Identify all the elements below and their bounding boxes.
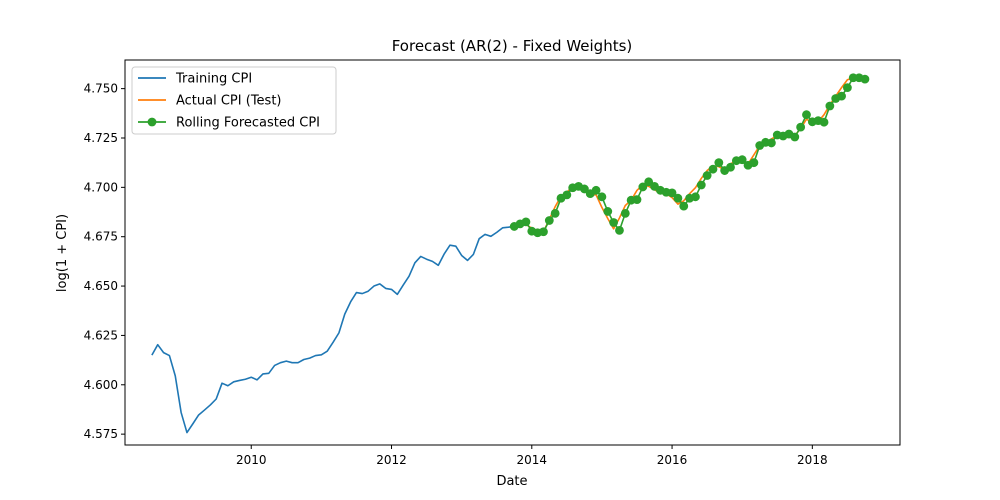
legend-box <box>131 66 337 135</box>
chart-title: Forecast (AR(2) - Fixed Weights) <box>392 37 633 55</box>
rolling-forecasted-cpi-marker <box>696 180 706 190</box>
x-tick-label: 2012 <box>376 453 407 467</box>
rolling-forecasted-cpi-marker <box>708 164 718 174</box>
rolling-forecasted-cpi-marker <box>620 209 630 218</box>
rolling-forecasted-cpi-marker <box>638 182 648 192</box>
x-tick-label: 2016 <box>657 453 688 467</box>
rolling-forecasted-cpi-marker <box>726 162 735 172</box>
plot-frame <box>124 59 901 446</box>
y-tick-label: 4.700 <box>84 180 118 194</box>
rolling-forecasted-cpi-marker <box>603 207 613 216</box>
rolling-forecasted-cpi-marker <box>609 218 619 227</box>
y-tick-label: 4.625 <box>84 328 118 342</box>
y-tick-label: 4.750 <box>84 82 118 96</box>
rolling-forecasted-cpi-marker <box>632 195 642 204</box>
y-tick-label: 4.600 <box>84 378 118 392</box>
rolling-forecasted-cpi-legend-label: Rolling Forecasted CPI <box>176 116 320 131</box>
rolling-forecasted-cpi-marker <box>667 188 677 198</box>
rolling-forecasted-cpi-marker <box>737 155 747 165</box>
training-cpi-legend-label: Training CPI <box>175 72 252 87</box>
plot-area <box>151 73 870 434</box>
rolling-forecasted-cpi-marker <box>702 171 712 180</box>
x-tick-label: 2010 <box>236 453 267 467</box>
rolling-forecasted-cpi-marker <box>860 74 870 84</box>
rolling-forecasted-cpi-marker <box>767 138 776 148</box>
rolling-forecasted-cpi-marker <box>562 190 572 200</box>
rolling-forecasted-cpi-legend-marker <box>147 117 157 127</box>
y-axis: 4.575 4.600 4.625 4.650 4.675 4.700 4.725 4.750 <box>84 82 125 441</box>
training-cpi-line <box>151 225 515 434</box>
x-axis: 2010 2012 2014 2016 2018 <box>236 445 828 467</box>
rolling-forecasted-cpi-marker <box>819 117 829 127</box>
y-tick-label: 4.725 <box>84 131 118 145</box>
rolling-forecasted-cpi-marker <box>825 101 835 111</box>
rolling-forecasted-cpi-marker <box>615 225 624 235</box>
rolling-forecasted-cpi-marker <box>691 192 700 202</box>
actual-cpi-test-legend-label: Actual CPI (Test) <box>176 94 282 109</box>
rolling-forecasted-cpi-marker <box>837 91 846 101</box>
y-tick-label: 4.575 <box>84 427 118 441</box>
rolling-forecasted-cpi-marker <box>714 158 724 168</box>
y-tick-label: 4.675 <box>84 230 118 244</box>
rolling-forecasted-cpi-marker <box>673 193 683 203</box>
legend: Training CPI Actual CPI (Test) Rolling For… <box>131 66 337 135</box>
rolling-forecasted-cpi-marker <box>521 217 531 227</box>
rolling-forecasted-cpi-marker <box>597 192 607 202</box>
rolling-forecasted-cpi-marker <box>790 132 800 142</box>
rolling-forecasted-cpi-marker <box>802 110 811 120</box>
x-tick-label: 2018 <box>797 453 828 467</box>
rolling-forecasted-cpi-marker <box>579 184 589 194</box>
x-tick-label: 2014 <box>517 453 548 467</box>
rolling-forecasted-cpi-marker <box>539 227 548 237</box>
y-tick-label: 4.650 <box>84 279 118 293</box>
rolling-forecasted-cpi-marker <box>544 216 554 225</box>
rolling-forecasted-cpi-marker <box>679 201 689 211</box>
y-axis-label: log(1 + CPI) <box>55 214 70 292</box>
rolling-forecasted-cpi-marker <box>796 122 806 132</box>
rolling-forecasted-cpi-marker <box>749 158 759 168</box>
x-axis-label: Date <box>496 474 527 489</box>
rolling-forecasted-cpi-marker <box>591 185 601 195</box>
rolling-forecasted-cpi-marker <box>843 83 852 93</box>
rolling-forecasted-cpi-marker <box>550 209 560 218</box>
